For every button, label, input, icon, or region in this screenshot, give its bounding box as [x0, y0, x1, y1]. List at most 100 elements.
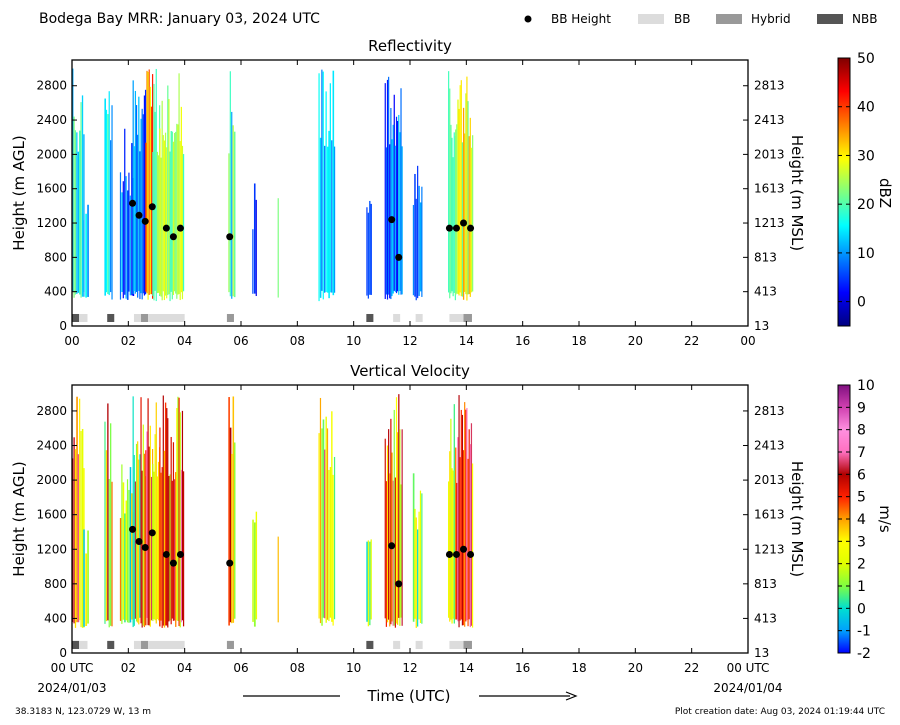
- echo-column: [460, 80, 462, 297]
- echo-column: [418, 511, 420, 620]
- echo-column: [451, 137, 453, 292]
- echo-cluster: [329, 70, 336, 296]
- bb-height-point: [445, 550, 453, 558]
- echo-column: [178, 73, 180, 294]
- echo-cluster: [412, 165, 423, 301]
- echo-column: [324, 449, 326, 619]
- echo-column: [385, 147, 387, 295]
- colorbar-tick-label: 4: [857, 512, 866, 528]
- echo-column: [132, 80, 134, 295]
- echo-column: [331, 411, 333, 622]
- echo-column: [159, 128, 161, 295]
- echo-column: [124, 128, 126, 295]
- x-tick-label: 18: [571, 661, 586, 675]
- echo-column: [456, 124, 458, 294]
- echo-column: [369, 541, 371, 626]
- echo-column: [173, 132, 176, 292]
- bb-height-point: [148, 203, 156, 211]
- echo-column: [412, 473, 415, 622]
- echo-column: [399, 429, 401, 626]
- echo-column: [108, 479, 110, 628]
- velocity-title: Vertical Velocity: [350, 362, 470, 380]
- bb-height-point: [395, 580, 403, 588]
- echo-column: [152, 151, 154, 296]
- echo-column: [105, 450, 107, 622]
- echo-column: [329, 83, 331, 293]
- echo-column: [467, 101, 469, 295]
- x-tick-label: 20: [628, 661, 643, 675]
- bb-height-point: [467, 224, 475, 232]
- bb-class-bar: [141, 313, 149, 322]
- echo-cluster: [384, 76, 403, 300]
- echo-column: [252, 229, 254, 294]
- echo-column: [450, 124, 452, 294]
- echo-column: [140, 397, 142, 624]
- bb-height-point: [141, 217, 149, 225]
- echo-column: [150, 476, 153, 621]
- echo-column: [150, 106, 153, 295]
- y2-tick-label: 1613: [754, 182, 785, 196]
- y-tick-label: 2400: [36, 439, 67, 453]
- echo-column: [228, 397, 230, 626]
- echo-column: [333, 456, 336, 620]
- echo-column: [461, 414, 464, 626]
- echo-column: [465, 93, 467, 295]
- echo-cluster: [448, 404, 456, 624]
- echo-column: [141, 108, 143, 300]
- echo-column: [415, 198, 417, 301]
- echo-column: [167, 418, 169, 628]
- echo-cluster: [455, 76, 474, 301]
- echo-column: [369, 200, 371, 295]
- echo-column: [178, 397, 180, 627]
- echo-column: [149, 425, 151, 627]
- reflectivity-panel: Reflectivity 00 02 04 06 08 10 12 14 16 18 20 22 000…: [10, 37, 894, 348]
- bb-class-bar: [79, 313, 88, 322]
- echo-column: [457, 437, 459, 622]
- x-tick-label: 16: [515, 334, 530, 348]
- echo-column: [386, 445, 389, 623]
- echo-cluster: [366, 539, 372, 627]
- echo-column: [253, 522, 256, 627]
- echo-cluster: [72, 68, 85, 298]
- y-tick-label: 2400: [36, 113, 67, 127]
- velocity-colorbar-label: m/s: [876, 505, 894, 533]
- velocity-y2label: Height (m MSL): [788, 461, 806, 577]
- bb-height-point: [148, 529, 156, 537]
- echo-cluster: [448, 71, 456, 301]
- echo-cluster: [119, 128, 135, 300]
- echo-column: [453, 404, 455, 624]
- echo-column: [126, 190, 129, 300]
- echo-cluster: [252, 183, 257, 297]
- colorbar-tick-label: 9: [857, 400, 866, 416]
- echo-cluster: [318, 397, 330, 626]
- echo-column: [108, 91, 110, 296]
- echo-column: [366, 207, 368, 296]
- echo-column: [77, 151, 80, 293]
- x-tick-label: 02: [121, 334, 136, 348]
- echo-column: [156, 476, 158, 620]
- echo-cluster: [72, 396, 85, 628]
- echo-column: [128, 489, 130, 623]
- echo-column: [232, 125, 234, 297]
- echo-column: [132, 396, 134, 628]
- echo-column: [105, 109, 108, 293]
- echo-column: [452, 157, 454, 297]
- echo-column: [135, 443, 138, 622]
- echo-cluster: [104, 91, 113, 300]
- echo-column: [393, 94, 395, 291]
- echo-column: [162, 135, 164, 292]
- bb-class-bar: [107, 640, 115, 649]
- bb-legend: BB Height BB Hybrid NBB: [524, 12, 877, 26]
- y-tick-label: 2000: [36, 473, 67, 487]
- echo-column: [229, 71, 231, 297]
- x-tick-label: 10: [346, 661, 361, 675]
- echo-column: [331, 140, 333, 293]
- location-text: 38.3183 N, 123.0729 W, 13 m: [15, 707, 151, 717]
- echo-column: [466, 76, 468, 301]
- echo-column: [173, 479, 176, 621]
- echo-column: [135, 105, 138, 292]
- legend-label-bb: BB: [674, 12, 690, 26]
- echo-column: [147, 398, 149, 626]
- echo-column: [134, 90, 137, 294]
- reflectivity-y2label: Height (m MSL): [788, 135, 806, 251]
